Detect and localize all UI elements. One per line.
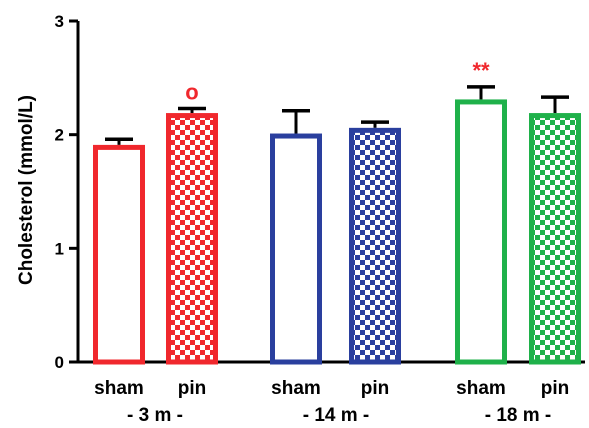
bar bbox=[166, 113, 218, 365]
bar-group: o bbox=[166, 80, 218, 365]
y-tick-label: 1 bbox=[55, 239, 64, 258]
category-label: pin bbox=[361, 378, 390, 399]
bars: o ** bbox=[93, 58, 581, 365]
category-label: sham bbox=[271, 378, 321, 399]
bar-group: ** bbox=[455, 58, 507, 365]
significance-label: o bbox=[185, 80, 198, 105]
category-label: sham bbox=[456, 378, 506, 399]
y-tick-label: 3 bbox=[55, 12, 64, 31]
category-label: pin bbox=[178, 378, 207, 399]
bar bbox=[455, 99, 507, 365]
y-tick-label: 2 bbox=[55, 126, 64, 145]
bar-group bbox=[270, 109, 322, 365]
labels: sham pin sham pin sham pin - 3 m - - 14 m - - 18… bbox=[94, 378, 569, 426]
bar bbox=[93, 144, 145, 365]
category-label: pin bbox=[541, 378, 570, 399]
bar bbox=[529, 113, 581, 365]
bar-group bbox=[93, 137, 145, 365]
y-axis-title: Cholesterol (mmol/L) bbox=[16, 95, 37, 285]
bar bbox=[270, 133, 322, 365]
bar-group bbox=[529, 95, 581, 365]
y-tick-label: 0 bbox=[55, 353, 64, 372]
significance-label: ** bbox=[472, 58, 490, 83]
bar bbox=[349, 127, 401, 365]
group-label: - 14 m - bbox=[303, 405, 370, 426]
category-label: sham bbox=[94, 378, 144, 399]
group-label: - 3 m - bbox=[127, 405, 183, 426]
group-label: - 18 m - bbox=[485, 405, 552, 426]
bar-group bbox=[349, 120, 401, 365]
